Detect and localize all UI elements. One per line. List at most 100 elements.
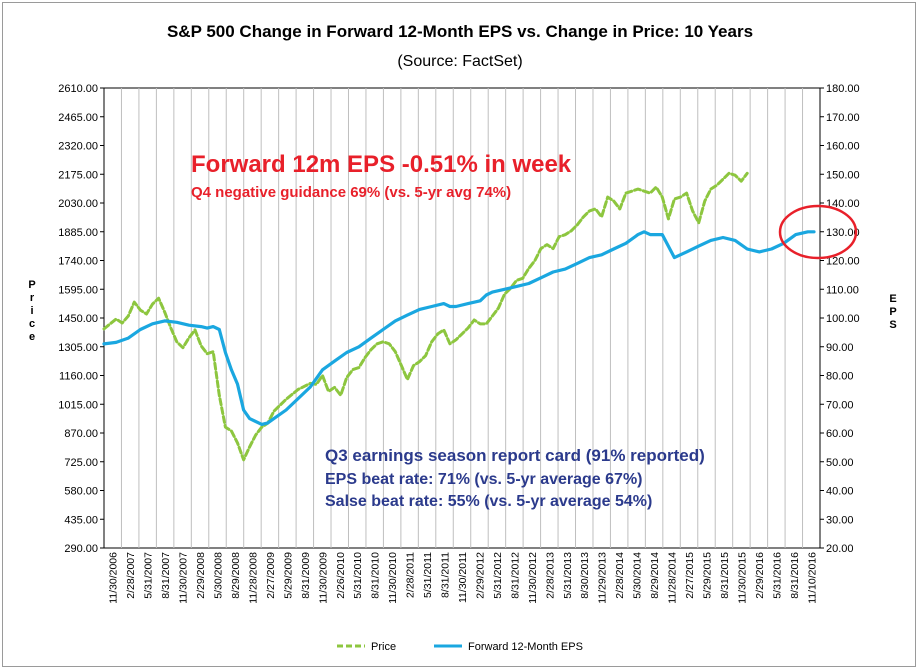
left-tick-label: 725.00 xyxy=(64,457,98,469)
right-tick-label: 50.00 xyxy=(826,457,854,469)
x-tick-label: 2/27/2015 xyxy=(684,552,696,599)
x-tick-label: 2/28/2013 xyxy=(544,552,556,599)
right-tick-label: 160.00 xyxy=(826,141,860,153)
annotation-guidance: Q4 negative guidance 69% (vs. 5-yr avg 7… xyxy=(191,184,511,201)
right-tick-label: 180.00 xyxy=(826,83,860,95)
right-tick-label: 100.00 xyxy=(826,313,860,325)
axis-label-letter: r xyxy=(30,292,35,304)
left-tick-label: 1015.00 xyxy=(58,399,98,411)
legend-label-price: Price xyxy=(371,641,396,653)
y-axis-label-right: EPS xyxy=(889,293,896,331)
left-tick-label: 2030.00 xyxy=(58,198,98,210)
left-tick-label: 2320.00 xyxy=(58,141,98,153)
axis-label-letter: E xyxy=(889,293,896,305)
x-tick-label: 8/31/2011 xyxy=(440,552,452,598)
left-tick-label: 2175.00 xyxy=(58,169,98,181)
annotation-report-card-title: Q3 earnings season report card (91% repo… xyxy=(325,446,705,465)
x-gridlines xyxy=(120,88,804,548)
x-tick-label: 2/28/2011 xyxy=(405,552,417,598)
left-tick-label: 290.00 xyxy=(64,543,98,555)
axis-label-letter: P xyxy=(28,279,35,291)
right-axis-ticks: 180.00 170.00 160.00 150.00 140.00 130.00 120.… xyxy=(820,83,860,555)
x-tick-label: 11/30/2012 xyxy=(527,552,539,604)
right-tick-label: 20.00 xyxy=(826,543,854,555)
left-tick-label: 1885.00 xyxy=(58,227,98,239)
x-tick-label: 8/29/2008 xyxy=(230,552,242,599)
right-tick-label: 80.00 xyxy=(826,371,854,383)
left-tick-label: 1305.00 xyxy=(58,342,98,354)
x-tick-label: 11/28/2014 xyxy=(667,552,679,604)
left-tick-label: 580.00 xyxy=(64,486,98,498)
axis-label-letter: c xyxy=(29,318,35,330)
x-tick-label: 11/30/2010 xyxy=(387,552,399,604)
y-axis-label-left: Price xyxy=(28,279,35,343)
x-tick-label: 8/29/2014 xyxy=(649,552,661,599)
right-tick-label: 120.00 xyxy=(826,256,860,268)
x-tick-label: 8/31/2009 xyxy=(300,552,312,599)
x-tick-label: 5/31/2011 xyxy=(422,552,434,598)
left-axis-ticks: 2610.00 2465.00 2320.00 2175.00 2030.00 1885.… xyxy=(58,83,104,555)
left-tick-label: 2465.00 xyxy=(58,112,98,124)
x-tick-label: 8/30/2013 xyxy=(579,552,591,599)
series-layer xyxy=(102,171,816,462)
right-tick-label: 90.00 xyxy=(826,342,854,354)
x-tick-label: 5/31/2016 xyxy=(771,552,783,599)
x-tick-label: 5/30/2008 xyxy=(213,552,225,599)
x-tick-label: 5/30/2014 xyxy=(632,552,644,599)
x-tick-label: 11/29/2013 xyxy=(597,552,609,604)
chart-title: S&P 500 Change in Forward 12-Month EPS v… xyxy=(167,22,753,41)
right-tick-label: 140.00 xyxy=(826,198,860,210)
highlight-circle xyxy=(778,204,858,260)
right-tick-label: 150.00 xyxy=(826,169,860,181)
x-tick-label: 11/30/2015 xyxy=(736,552,748,604)
x-tick-label: 11/30/2009 xyxy=(317,552,329,604)
annotation-headline: Forward 12m EPS -0.51% in week xyxy=(191,151,572,178)
axis-label-letter: P xyxy=(889,306,896,318)
right-tick-label: 30.00 xyxy=(826,514,854,526)
annotation-sales-beat: Salse beat rate: 55% (vs. 5-yr average 5… xyxy=(325,493,652,510)
x-tick-label: 5/31/2007 xyxy=(143,552,155,599)
x-tick-label: 8/31/2007 xyxy=(160,552,172,599)
x-tick-label: 8/31/2016 xyxy=(789,552,801,599)
x-tick-label: 2/26/2010 xyxy=(335,552,347,599)
x-tick-label: 2/27/2009 xyxy=(265,552,277,599)
legend-label-eps: Forward 12-Month EPS xyxy=(468,641,583,653)
x-tick-label: 5/31/2013 xyxy=(562,552,574,599)
x-tick-label: 2/28/2014 xyxy=(614,552,626,599)
x-tick-label: 5/31/2012 xyxy=(492,552,504,599)
axis-label-letter: e xyxy=(29,331,35,343)
right-tick-label: 130.00 xyxy=(826,227,860,239)
x-tick-label: 2/29/2008 xyxy=(195,552,207,599)
axis-label-letter: S xyxy=(889,319,896,331)
x-tick-label: 2/29/2012 xyxy=(474,552,486,599)
right-tick-label: 170.00 xyxy=(826,112,860,124)
x-tick-label: 11/30/2007 xyxy=(178,552,190,604)
right-tick-label: 60.00 xyxy=(826,428,854,440)
x-tick-label: 11/30/2011 xyxy=(457,552,469,603)
series-line-eps xyxy=(102,230,816,426)
right-tick-label: 70.00 xyxy=(826,399,854,411)
x-tick-label: 11/28/2008 xyxy=(247,552,259,604)
x-tick-label: 8/31/2010 xyxy=(370,552,382,599)
x-tick-label: 2/29/2016 xyxy=(754,552,766,599)
x-tick-label: 11/10/2016 xyxy=(806,552,818,604)
x-tick-label: 8/31/2012 xyxy=(509,552,521,599)
x-axis-ticks: 11/30/2006 2/28/2007 5/31/2007 8/31/2007 11/… xyxy=(108,552,819,604)
left-tick-label: 2610.00 xyxy=(58,83,98,95)
x-tick-label: 8/31/2015 xyxy=(719,552,731,599)
x-tick-label: 5/31/2010 xyxy=(352,552,364,599)
legend: Price Forward 12-Month EPS xyxy=(337,641,583,653)
x-tick-label: 11/30/2006 xyxy=(108,552,120,604)
left-tick-label: 1740.00 xyxy=(58,256,98,268)
right-tick-label: 110.00 xyxy=(826,284,859,296)
right-tick-label: 40.00 xyxy=(826,486,854,498)
left-tick-label: 1450.00 xyxy=(58,313,98,325)
axis-label-letter: i xyxy=(30,305,33,317)
left-tick-label: 1595.00 xyxy=(58,284,98,296)
x-tick-label: 5/29/2009 xyxy=(282,552,294,599)
annotation-eps-beat: EPS beat rate: 71% (vs. 5-yr average 67%… xyxy=(325,471,643,488)
x-tick-label: 2/28/2007 xyxy=(125,552,137,599)
left-tick-label: 1160.00 xyxy=(59,371,98,383)
